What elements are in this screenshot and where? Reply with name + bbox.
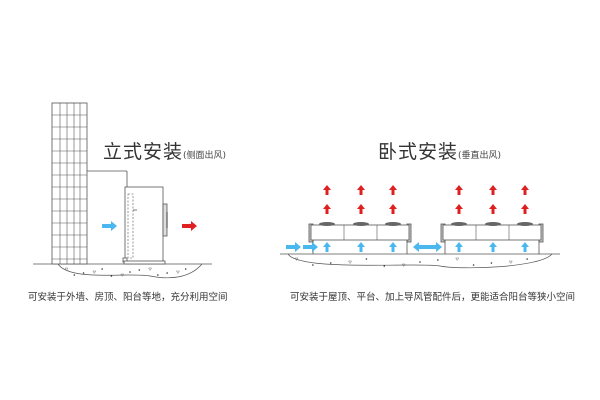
soil-stone xyxy=(508,260,513,264)
exhaust-arrow-up xyxy=(323,185,331,195)
exhaust-arrow xyxy=(182,221,197,231)
soil-dot xyxy=(365,258,368,260)
soil-right xyxy=(287,253,553,269)
top-fan-icon xyxy=(385,222,401,226)
soil-dot xyxy=(472,264,475,266)
horizontal-unit-body xyxy=(310,224,410,241)
soil-dot xyxy=(329,262,332,264)
soil-stone xyxy=(401,263,406,267)
brick-wall xyxy=(51,102,88,265)
exhaust-arrow-up xyxy=(521,204,529,214)
soil-dot xyxy=(419,261,421,263)
top-fan-icon xyxy=(451,222,467,226)
exhaust-arrow-up xyxy=(357,204,365,214)
soil-dot xyxy=(138,269,141,271)
soil-dot xyxy=(157,274,159,276)
horizontal-unit-body xyxy=(442,224,542,241)
intake-arrow-up xyxy=(389,242,397,252)
soil-dot xyxy=(383,265,386,267)
soil-left xyxy=(57,263,203,279)
soil-dot xyxy=(312,264,314,266)
exhaust-arrow-up xyxy=(455,204,463,214)
vertical-install-title: 立式安装(侧面出风) xyxy=(103,141,227,163)
vertical-unit-body xyxy=(124,186,164,263)
vertical-unit-coil xyxy=(127,193,134,259)
soil-dot xyxy=(82,272,85,274)
intake-arrow xyxy=(102,221,117,231)
soil-dot xyxy=(184,268,187,270)
soil-dot xyxy=(526,258,528,260)
top-fan-icon xyxy=(319,222,335,226)
top-fan-icon xyxy=(353,222,369,226)
top-fan-icon xyxy=(485,222,501,226)
exhaust-arrow-up xyxy=(357,185,365,195)
intake-arrow xyxy=(303,242,318,252)
intake-arrow xyxy=(286,242,301,252)
soil-stone xyxy=(92,270,97,274)
soil-dot xyxy=(101,268,103,270)
soil-dot xyxy=(166,272,168,274)
soil-dot xyxy=(73,274,76,276)
soil-stone xyxy=(455,257,460,261)
exhaust-arrow-up xyxy=(489,204,497,214)
soil-stone xyxy=(64,267,69,271)
exhaust-arrow-up xyxy=(389,204,397,214)
intake-arrow-up xyxy=(455,242,463,252)
soil-dot xyxy=(110,275,113,277)
intake-arrow xyxy=(413,242,428,252)
exhaust-arrow-up xyxy=(489,185,497,195)
intake-arrow-up xyxy=(357,242,365,252)
exhaust-arrow-up xyxy=(455,185,463,195)
soil-dot xyxy=(437,259,439,261)
soil-stone xyxy=(148,267,153,271)
soil-stone xyxy=(294,257,299,261)
vertical-install-caption: 可安装于外墙、房顶、阳台等地，充分利用空间 xyxy=(28,292,228,303)
exhaust-arrow-up xyxy=(521,185,529,195)
horizontal-install-title: 卧式安装(垂直出风) xyxy=(378,141,502,163)
horizontal-install-caption: 可安装于屋顶、平台、加上导风管配件后，更能适合阳台等狭小空间 xyxy=(290,292,576,303)
intake-arrow-up xyxy=(489,242,497,252)
top-fan-icon xyxy=(517,222,533,226)
unit-base xyxy=(123,260,166,265)
soil-dot xyxy=(490,262,493,264)
intake-arrow-up xyxy=(521,242,529,252)
intake-arrow xyxy=(427,242,442,252)
soil-dot xyxy=(129,271,131,273)
soil-stone xyxy=(120,273,125,277)
soil-stone xyxy=(348,260,353,264)
exhaust-arrow-up xyxy=(389,185,397,195)
intake-arrow-up xyxy=(323,242,331,252)
exhaust-arrow-up xyxy=(323,204,331,214)
soil-stone xyxy=(175,270,180,274)
